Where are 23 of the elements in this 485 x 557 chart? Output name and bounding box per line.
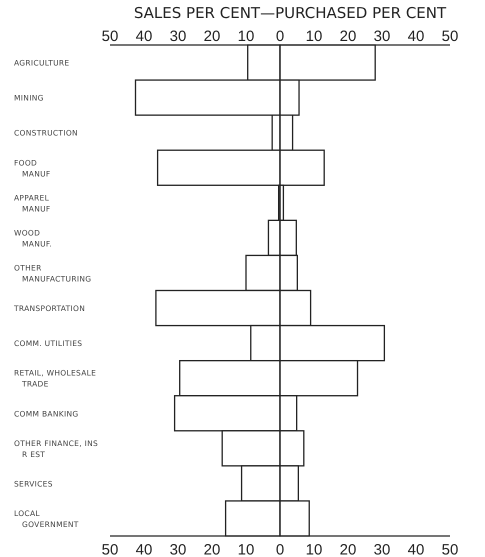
x-tick-label: 20 bbox=[204, 28, 220, 45]
x-tick-label: 20 bbox=[340, 28, 356, 45]
x-tick-label: 40 bbox=[136, 28, 152, 45]
x-tick-label: 40 bbox=[408, 28, 424, 45]
x2-tick-label: 40 bbox=[136, 542, 152, 557]
x-tick-label: 50 bbox=[102, 28, 118, 45]
x2-tick-label: 0 bbox=[276, 542, 284, 557]
x2-tick-label: 10 bbox=[306, 542, 322, 557]
x-tick-label: 10 bbox=[306, 28, 322, 45]
x-tick-label: 10 bbox=[238, 28, 254, 45]
x2-tick-label: 10 bbox=[238, 542, 254, 557]
x-tick-label: 30 bbox=[170, 28, 186, 45]
x2-tick-label: 50 bbox=[102, 542, 118, 557]
x-tick-label: 30 bbox=[374, 28, 390, 45]
x2-tick-label: 50 bbox=[442, 542, 458, 557]
x2-tick-label: 30 bbox=[374, 542, 390, 557]
x-tick-label: 0 bbox=[276, 28, 284, 45]
x-tick-label: 50 bbox=[442, 28, 458, 45]
x2-tick-label: 40 bbox=[408, 542, 424, 557]
x2-tick-label: 20 bbox=[204, 542, 220, 557]
x2-tick-label: 30 bbox=[170, 542, 186, 557]
x-axis-title: SALES PER CENT—PURCHASED PER CENT bbox=[134, 4, 447, 22]
x2-tick-label: 20 bbox=[340, 542, 356, 557]
